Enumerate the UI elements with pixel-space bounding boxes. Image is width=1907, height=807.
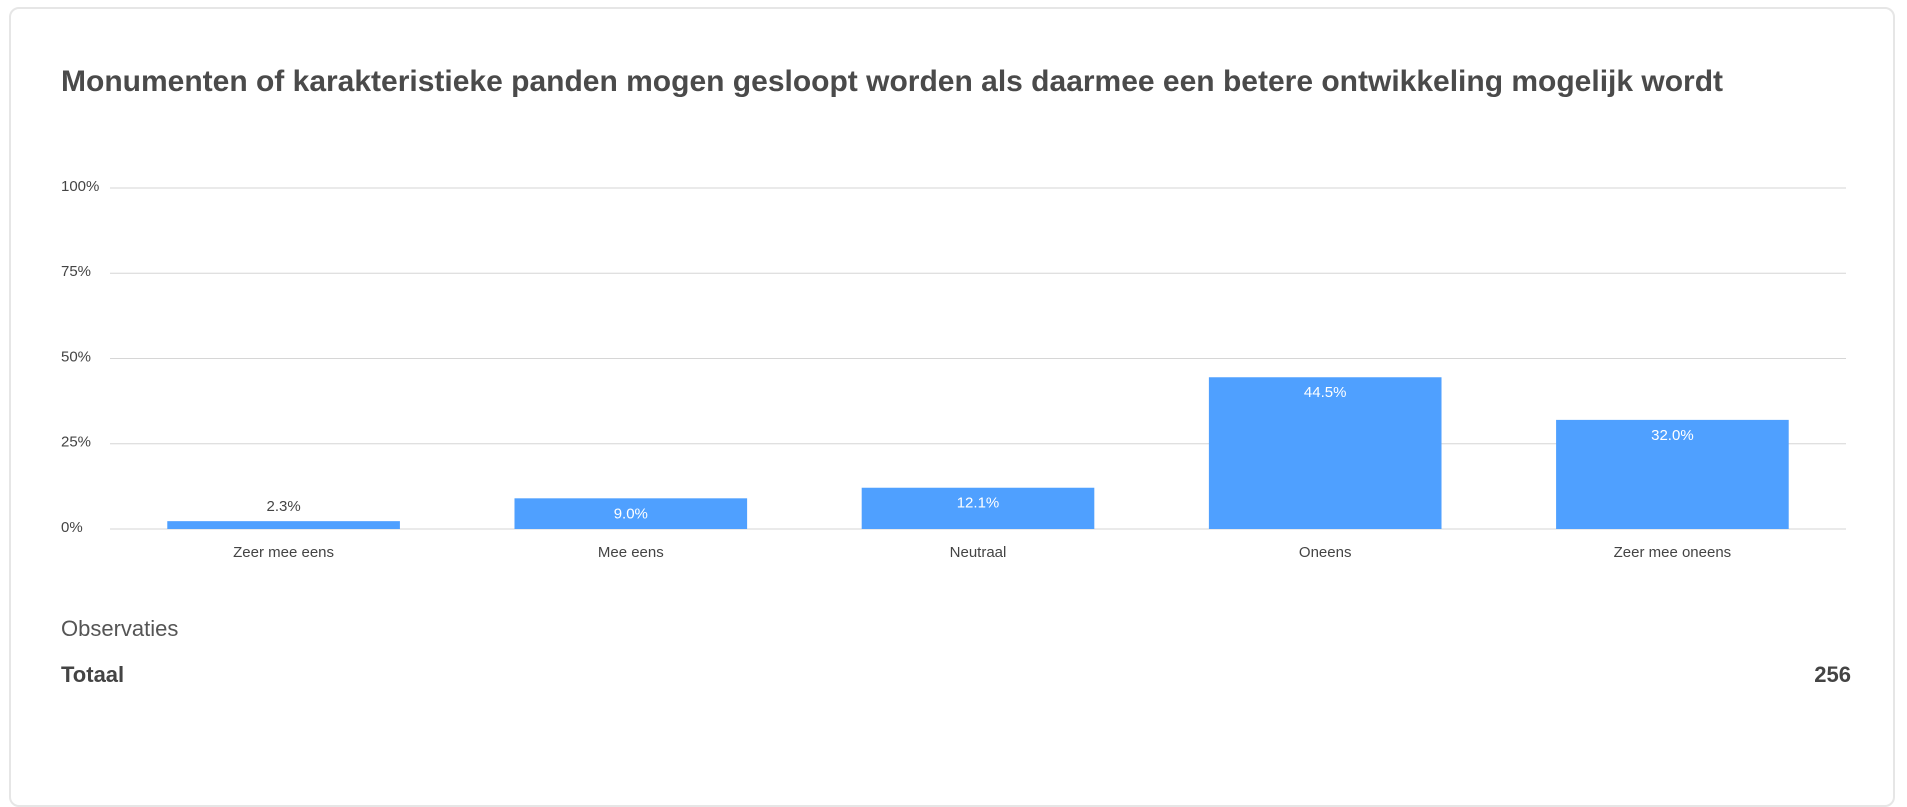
chart-title: Monumenten of karakteristieke panden mog…: [61, 65, 1724, 98]
data-label: 2.3%: [266, 498, 300, 515]
y-tick-label: 75%: [61, 263, 91, 280]
bar: [1208, 377, 1442, 529]
y-tick-label: 25%: [61, 434, 91, 451]
total-label: Totaal: [61, 662, 125, 687]
data-label: 12.1%: [957, 495, 1000, 512]
bar: [1556, 419, 1789, 529]
bar: [514, 498, 748, 529]
data-label: 9.0%: [614, 505, 648, 522]
observations-heading: Observaties: [61, 616, 179, 641]
total-value: 256: [1814, 662, 1851, 687]
data-label: 32.0%: [1651, 427, 1694, 444]
data-label: 44.5%: [1304, 384, 1347, 401]
chart: 0% 25% 50% 75% 100% Zeer mee eens 2.3% Mee eens…: [61, 178, 1846, 561]
x-tick-label: Neutraal: [950, 544, 1007, 561]
x-tick-label: Zeer mee eens: [233, 544, 334, 561]
x-tick-label: Mee eens: [598, 544, 664, 561]
y-tick-label: 0%: [61, 519, 83, 536]
bar: [861, 487, 1095, 529]
y-tick-label: 100%: [61, 178, 99, 195]
x-tick-label: Oneens: [1299, 544, 1352, 561]
y-tick-label: 50%: [61, 348, 91, 365]
bar: [167, 521, 400, 529]
x-tick-label: Zeer mee oneens: [1614, 544, 1732, 561]
